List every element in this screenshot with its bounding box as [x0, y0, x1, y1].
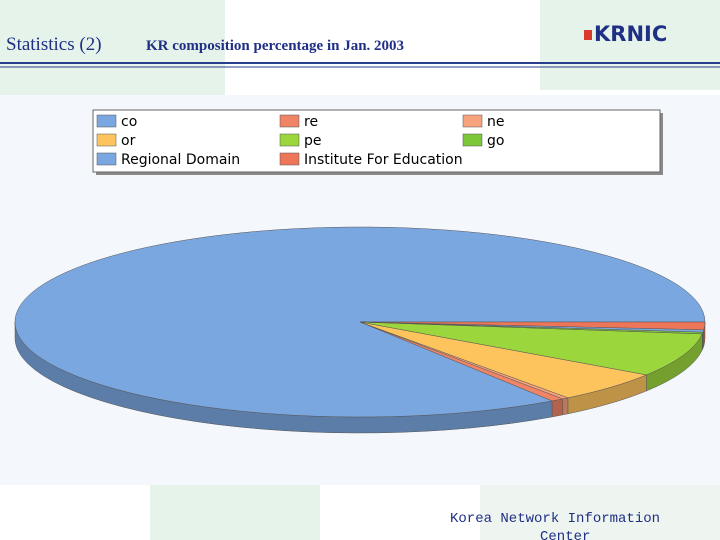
legend-label: go — [487, 133, 504, 149]
legend-swatch — [96, 114, 117, 128]
decor — [0, 0, 225, 95]
legend-label: ne — [487, 114, 505, 130]
legend-label: pe — [304, 133, 322, 149]
legend-swatch — [462, 114, 483, 128]
legend-label: re — [304, 114, 318, 130]
legend-swatch — [279, 152, 300, 166]
slice-side — [551, 398, 564, 418]
legend — [92, 109, 661, 173]
legend-swatch — [279, 114, 300, 128]
decor — [150, 485, 320, 540]
pie — [14, 226, 706, 434]
slice-side — [562, 397, 569, 416]
slice — [359, 321, 703, 376]
legend-swatch — [96, 133, 117, 147]
legend-label: co — [121, 114, 137, 130]
slice — [14, 226, 706, 418]
slide-title: Statistics (2) — [6, 34, 102, 55]
legend-label: Regional Domain — [121, 152, 240, 168]
legend-swatch — [462, 133, 483, 147]
legend-items: co re ne or pe go Regional Domain Institute For… — [96, 114, 505, 168]
legend-label: or — [121, 133, 136, 149]
slice — [359, 321, 706, 331]
legend-swatch — [279, 133, 300, 147]
chart-title: KR composition percentage in Jan. 2003 — [146, 38, 404, 54]
logo-mark — [584, 30, 592, 40]
legend-label: Institute For Education — [304, 152, 463, 168]
decor — [540, 0, 720, 90]
legend-swatch — [96, 152, 117, 166]
footer: Korea Network Information Center — [450, 511, 660, 540]
decor — [480, 485, 720, 540]
logo: KRNIC — [594, 22, 667, 46]
